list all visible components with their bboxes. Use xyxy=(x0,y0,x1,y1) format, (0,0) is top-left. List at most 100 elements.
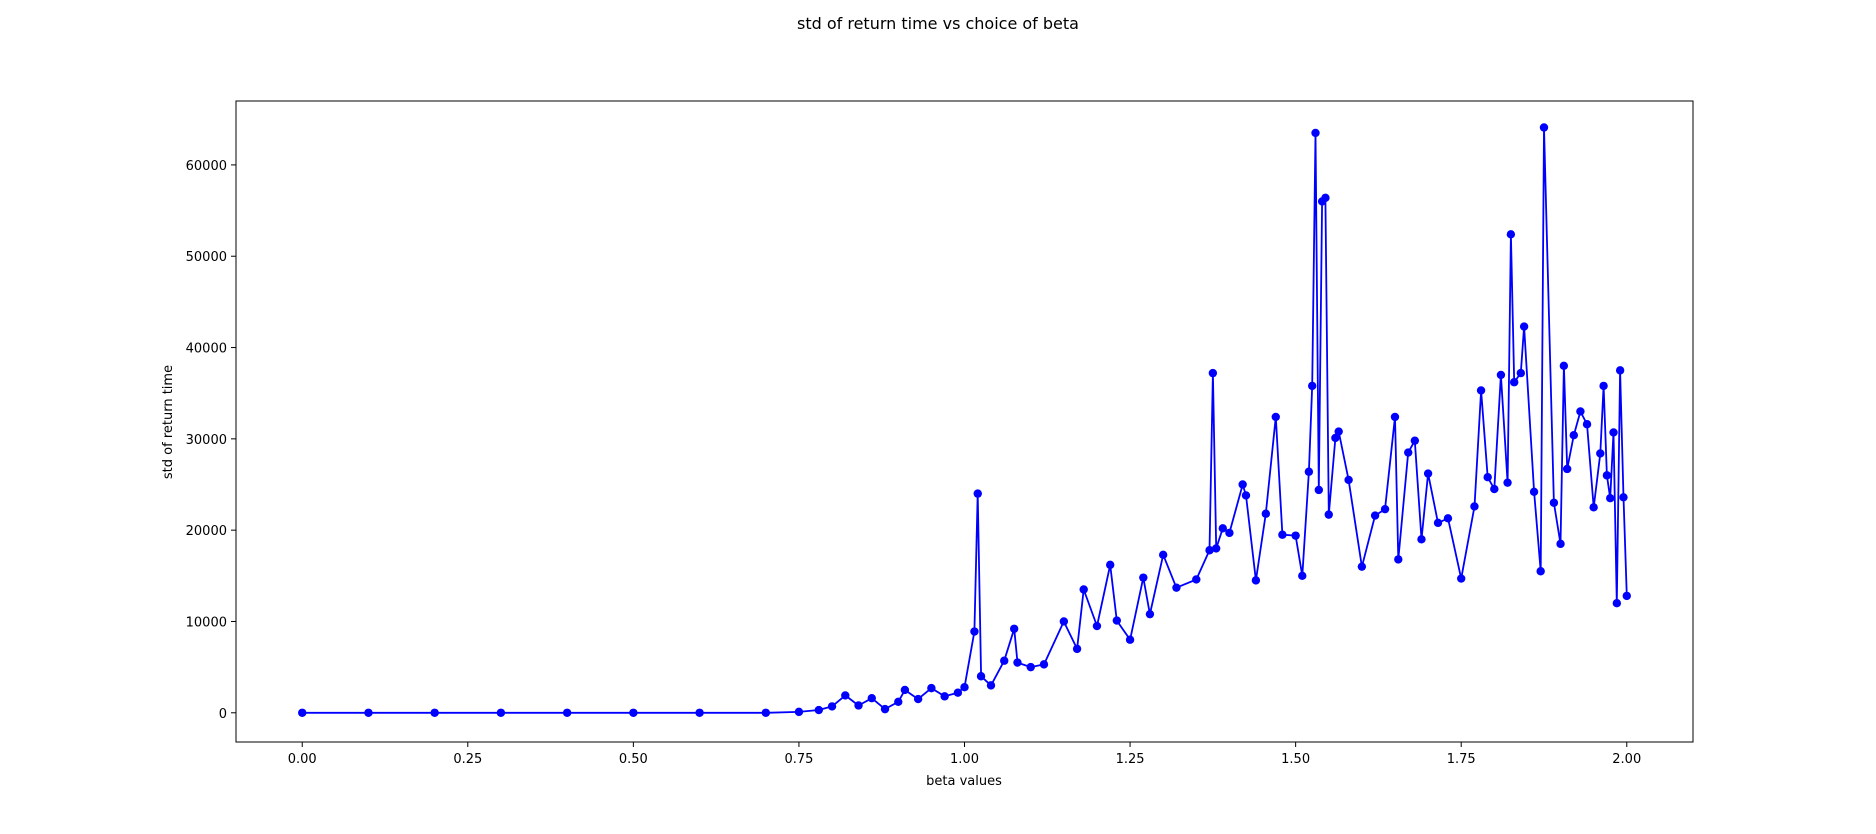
data-point xyxy=(1423,469,1433,478)
data-point xyxy=(1125,635,1135,644)
data-point xyxy=(1205,546,1214,555)
data-point xyxy=(364,708,373,717)
data-point xyxy=(1619,493,1628,502)
y-tick-label: 0 xyxy=(219,707,227,722)
data-point xyxy=(1576,407,1585,416)
data-point xyxy=(1261,509,1271,518)
data-point xyxy=(1483,472,1492,482)
data-point xyxy=(1612,599,1622,608)
data-point xyxy=(1278,530,1287,539)
x-tick-label: 0.50 xyxy=(619,752,648,767)
data-point xyxy=(496,708,506,717)
data-point xyxy=(1271,412,1280,422)
data-point xyxy=(1404,448,1413,457)
data-point xyxy=(854,701,863,710)
data-point xyxy=(1324,510,1333,519)
data-point xyxy=(1506,230,1516,239)
x-axis: 0.00 0.25 0.50 0.75 1.00 1.25 1.50 1.75 2.00 xyxy=(288,742,1641,767)
data-point xyxy=(629,708,638,717)
data-point xyxy=(1106,560,1115,570)
data-point xyxy=(913,694,923,704)
data-point xyxy=(1615,366,1625,375)
data-point xyxy=(298,708,307,717)
x-tick-label: 1.00 xyxy=(950,752,979,767)
data-point xyxy=(1417,535,1426,544)
data-point xyxy=(827,702,837,711)
data-point xyxy=(1609,428,1618,437)
data-point xyxy=(1026,662,1035,672)
data-point xyxy=(1622,591,1631,601)
data-point xyxy=(1357,562,1367,571)
data-point xyxy=(1331,433,1340,443)
data-point xyxy=(1079,585,1088,594)
data-point xyxy=(960,683,969,692)
data-point xyxy=(1145,609,1155,619)
y-axis-label: std of return time xyxy=(161,365,176,479)
x-tick-label: 1.25 xyxy=(1116,752,1145,767)
data-point xyxy=(1582,420,1592,429)
data-point xyxy=(1291,531,1300,540)
data-point xyxy=(1596,449,1605,458)
data-point xyxy=(1599,381,1608,391)
data-point xyxy=(1059,617,1069,626)
y-tick-label: 30000 xyxy=(186,433,227,448)
data-point xyxy=(1370,511,1380,520)
x-tick-label: 0.25 xyxy=(453,752,482,767)
data-point xyxy=(1314,485,1324,495)
data-point xyxy=(986,681,996,690)
y-tick-label: 20000 xyxy=(186,524,227,539)
data-point xyxy=(1251,576,1261,585)
plot-frame xyxy=(235,100,1694,743)
data-point xyxy=(1443,514,1453,523)
data-point xyxy=(794,707,804,717)
x-tick-label: 2.00 xyxy=(1612,752,1641,767)
data-point xyxy=(1311,128,1320,138)
data-point xyxy=(1536,567,1545,576)
data-point xyxy=(1490,484,1499,494)
x-tick-label: 1.75 xyxy=(1447,752,1476,767)
data-point xyxy=(1589,503,1598,512)
data-point xyxy=(1321,193,1330,202)
data-point xyxy=(1158,550,1168,560)
data-point xyxy=(1476,386,1486,395)
data-point xyxy=(1241,491,1251,500)
data-point xyxy=(867,693,876,703)
y-tick-label: 10000 xyxy=(186,615,227,630)
data-point xyxy=(970,627,979,636)
data-point xyxy=(973,489,982,498)
data-point xyxy=(1139,573,1148,582)
data-point xyxy=(894,697,903,707)
y-axis: 0 10000 20000 30000 40000 50000 60000 xyxy=(186,159,236,722)
data-point xyxy=(1503,478,1512,487)
data-point xyxy=(1562,464,1572,474)
data-point xyxy=(1307,381,1317,391)
data-point xyxy=(695,708,704,717)
x-tick-label: 1.50 xyxy=(1281,752,1310,767)
data-point xyxy=(814,705,823,715)
data-point xyxy=(1172,583,1181,592)
data-point xyxy=(1549,498,1559,507)
data-point xyxy=(953,688,963,697)
data-point xyxy=(1039,660,1049,669)
y-tick-label: 50000 xyxy=(186,250,227,265)
y-tick-label: 60000 xyxy=(186,159,227,174)
data-point xyxy=(430,708,439,717)
data-point xyxy=(1390,412,1400,422)
data-point xyxy=(1457,574,1466,583)
data-point xyxy=(1556,539,1565,549)
data-point xyxy=(1334,427,1343,436)
data-point xyxy=(1433,518,1443,528)
data-point xyxy=(1496,370,1506,380)
data-point xyxy=(562,708,572,717)
x-tick-label: 0.00 xyxy=(288,752,317,767)
plot-area: 0.00 0.25 0.50 0.75 1.00 1.25 1.50 1.75 2.00 0 10… xyxy=(186,100,1694,767)
data-point xyxy=(1192,575,1201,584)
data-point xyxy=(1304,467,1314,476)
data-point xyxy=(1211,544,1221,553)
data-point xyxy=(1344,475,1353,485)
data-point xyxy=(940,692,949,701)
data-point xyxy=(1000,656,1009,665)
data-point xyxy=(1225,528,1234,538)
data-point xyxy=(1218,524,1227,533)
